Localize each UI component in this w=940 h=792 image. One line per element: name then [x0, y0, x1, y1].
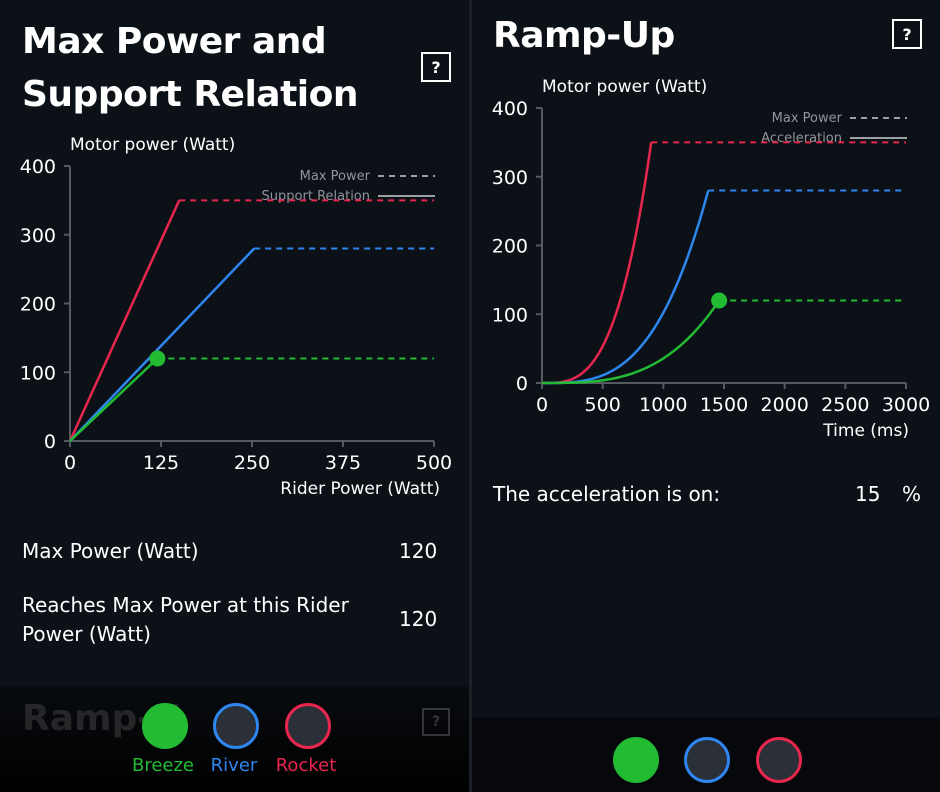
river-support-line [69, 247, 256, 442]
legend-max-power-label: Max Power [772, 111, 843, 126]
acceleration-unit: % [902, 482, 922, 506]
x-tick-label: 0 [64, 452, 76, 474]
y-tick-label: 200 [20, 294, 56, 316]
y-tick-label: 400 [20, 156, 56, 178]
y-tick-label: 100 [20, 362, 56, 384]
panel-divider [469, 0, 472, 792]
x-tick-label: 1500 [700, 394, 748, 416]
y-tick-label: 0 [44, 431, 56, 453]
x-tick-label: 500 [585, 394, 621, 416]
legend-max-power-label: Max Power [300, 169, 371, 184]
x-tick-label: 2500 [821, 394, 869, 416]
breeze-ramp-marker [711, 292, 728, 309]
mode-breeze-button[interactable] [613, 737, 659, 783]
max-power-label: Max Power (Watt) [22, 539, 199, 563]
x-tick-label: 500 [416, 452, 452, 474]
y-axis-label: Motor power (Watt) [70, 135, 235, 155]
y-axis-label: Motor power (Watt) [542, 77, 707, 97]
legend-curve-label: Acceleration [761, 131, 842, 146]
breeze-support-line [69, 357, 159, 442]
mode-rocket-button[interactable] [756, 737, 802, 783]
mode-rocket-label: Rocket [275, 755, 337, 776]
y-tick-label: 0 [516, 373, 528, 395]
rocket-support-line [68, 199, 181, 442]
reaches-max-power-label: Reaches Max Power at this Rider Power (W… [22, 591, 349, 649]
mode-breeze-label: Breeze [131, 755, 195, 776]
y-tick-label: 400 [492, 98, 528, 120]
x-tick-label: 2000 [760, 394, 808, 416]
acceleration-label: The acceleration is on: [493, 482, 721, 506]
mode-rocket-button[interactable] [285, 703, 331, 749]
ramp-up-chart: 0 500 1000 1500 2000 2500 3000 0 100 200 300 400 Mot… [492, 77, 930, 441]
ramp-up-title: Ramp-Up [493, 15, 675, 56]
y-tick-label: 200 [492, 236, 528, 258]
x-axis-label: Rider Power (Watt) [280, 479, 440, 499]
reaches-max-power-value[interactable]: 120 [399, 607, 438, 631]
support-relation-chart: 0 125 250 375 500 0 100 200 300 400 Motor power (W… [20, 135, 452, 499]
mode-breeze-button[interactable] [142, 703, 188, 749]
x-axis-label: Time (ms) [822, 421, 909, 441]
title-line-2: Support Relation [22, 74, 359, 115]
breeze-acceleration-curve [542, 299, 721, 385]
help-icon[interactable]: ? [421, 52, 451, 82]
y-tick-label: 300 [492, 167, 528, 189]
x-tick-label: 1000 [639, 394, 687, 416]
mode-river-button[interactable] [213, 703, 259, 749]
breeze-max-power-marker [149, 350, 166, 367]
max-power-value[interactable]: 120 [399, 539, 438, 563]
y-tick-label: 300 [20, 225, 56, 247]
y-tick-label: 100 [492, 304, 528, 326]
x-tick-label: 250 [234, 452, 270, 474]
mode-river-label: River [210, 755, 258, 776]
ramp-up-panel: Ramp-Up ? 0 500 1000 1500 2000 2500 3000 0 100 20… [472, 0, 940, 792]
rocket-acceleration-curve [542, 142, 653, 385]
help-icon[interactable]: ? [892, 19, 922, 49]
x-tick-label: 125 [143, 452, 179, 474]
max-power-panel: Max Power and Support Relation ? 0 125 250… [0, 0, 469, 792]
mode-river-button[interactable] [684, 737, 730, 783]
x-tick-label: 3000 [882, 394, 930, 416]
x-tick-label: 375 [325, 452, 361, 474]
page-title: Max Power and Support Relation [22, 15, 359, 121]
x-tick-label: 0 [536, 394, 548, 416]
reaches-label-line-1: Reaches Max Power at this Rider [22, 593, 349, 617]
reaches-label-line-2: Power (Watt) [22, 622, 151, 646]
acceleration-value[interactable]: 15 [855, 482, 881, 506]
help-icon-behind: ? [422, 708, 450, 736]
title-line-1: Max Power and [22, 21, 327, 62]
legend-curve-label: Support Relation [262, 189, 370, 204]
